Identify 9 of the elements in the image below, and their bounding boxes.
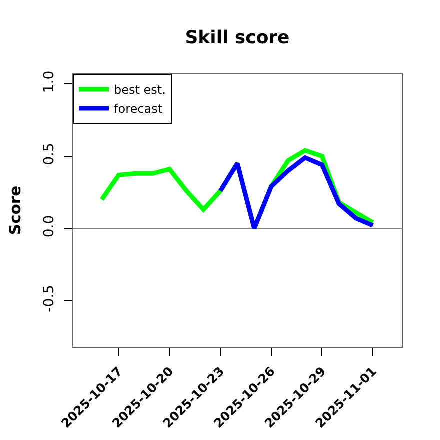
legend-label: forecast [114, 102, 163, 116]
chart-title: Skill score [185, 27, 290, 48]
y-tick-label: 1.0 [41, 70, 58, 94]
legend-label: best est. [114, 83, 166, 98]
y-axis-title: Score [6, 186, 24, 236]
y-tick-label: 0.0 [41, 215, 58, 238]
line-series [218, 156, 376, 231]
y-tick-label: 0.5 [41, 143, 58, 166]
y-tick-label: -0.5 [41, 285, 58, 312]
